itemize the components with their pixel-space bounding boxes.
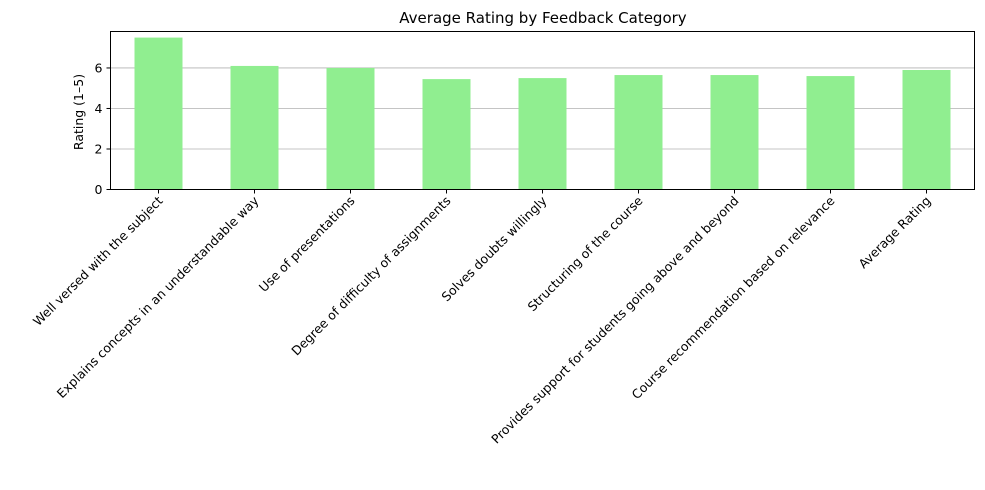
x-tick-label-2: Use of presentations <box>256 193 358 295</box>
chart-title: Average Rating by Feedback Category <box>399 9 687 27</box>
y-tick-label-0: 0 <box>95 182 103 197</box>
bar-0 <box>134 37 183 190</box>
x-tick-label-1: Explains concepts in an understandable w… <box>54 193 262 401</box>
x-tick-label-8: Average Rating <box>855 193 933 271</box>
y-axis-ticks: 0 2 4 6 <box>95 60 111 197</box>
y-tick-label-1: 2 <box>95 141 103 156</box>
bar-4 <box>518 78 567 190</box>
bar-5 <box>614 75 663 190</box>
bar-8 <box>902 69 951 190</box>
y-axis-label: Rating (1–5) <box>71 74 86 150</box>
x-tick-label-3: Degree of difficulty of assignments <box>288 193 453 358</box>
bars <box>134 37 951 190</box>
bar-3 <box>422 79 471 190</box>
bar-7 <box>806 76 855 190</box>
bar-2 <box>326 67 375 190</box>
bar-1 <box>230 65 279 190</box>
bar-6 <box>710 75 759 190</box>
x-tick-label-7: Course recommendation based on relevance <box>629 193 838 402</box>
y-tick-label-3: 6 <box>95 60 103 75</box>
y-tick-label-2: 4 <box>95 101 103 116</box>
x-tick-label-4: Solves doubts willingly <box>438 193 550 305</box>
